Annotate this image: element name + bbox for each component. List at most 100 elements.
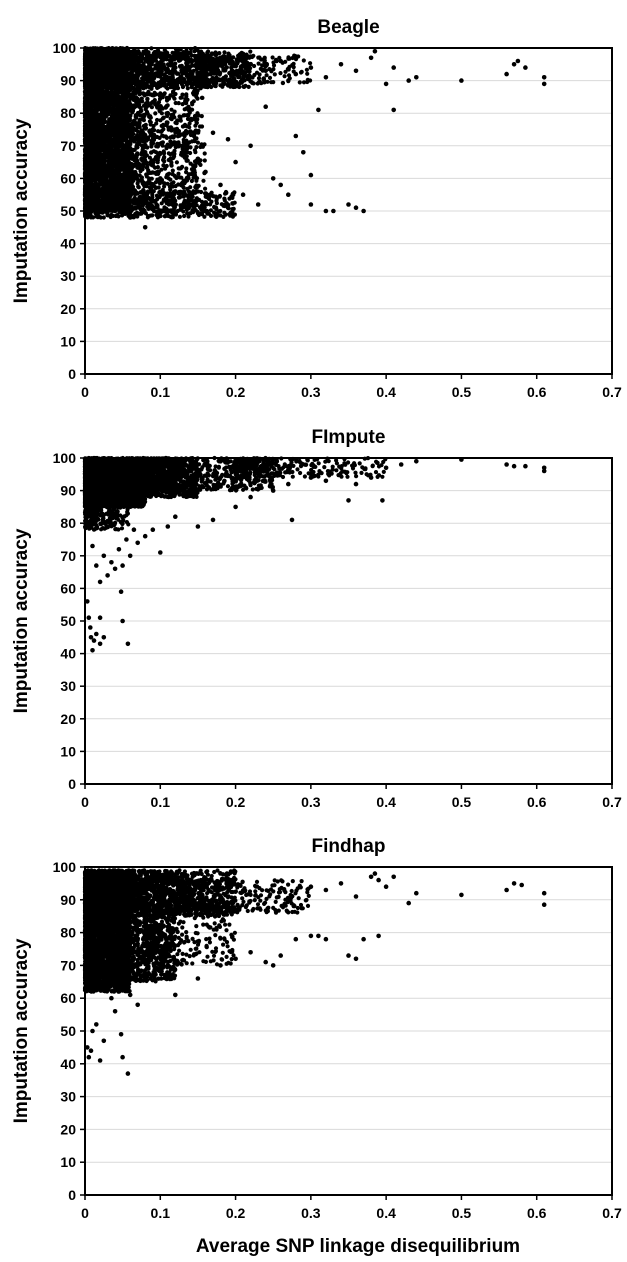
data-point <box>87 129 91 133</box>
data-point <box>89 114 93 118</box>
data-point <box>187 64 191 68</box>
data-point <box>121 175 125 179</box>
y-tick-label: 30 <box>60 268 76 284</box>
data-point <box>164 50 168 54</box>
data-point <box>109 129 113 133</box>
data-point <box>88 104 92 108</box>
y-tick-label: 70 <box>60 138 76 154</box>
data-point <box>107 171 111 175</box>
y-tick-label: 20 <box>60 301 76 317</box>
data-point <box>154 121 158 125</box>
data-point <box>107 143 111 147</box>
data-point <box>114 131 118 135</box>
data-point <box>138 92 142 96</box>
data-point <box>117 155 121 159</box>
data-point <box>103 180 107 184</box>
data-point <box>100 105 104 109</box>
data-point <box>116 178 120 182</box>
y-tick-label: 0 <box>68 366 76 382</box>
data-point <box>184 166 188 170</box>
data-point <box>128 118 132 122</box>
data-point <box>95 154 99 158</box>
data-point <box>100 141 104 145</box>
data-point <box>113 116 117 120</box>
data-point <box>117 119 121 123</box>
data-point <box>120 125 124 129</box>
data-point <box>122 158 126 162</box>
data-point <box>192 99 196 103</box>
data-point <box>113 168 117 172</box>
data-point <box>89 145 93 149</box>
data-point <box>123 151 127 155</box>
data-point <box>88 89 92 93</box>
data-point <box>144 102 148 106</box>
data-point <box>157 185 161 189</box>
data-point <box>149 143 153 147</box>
data-point <box>105 149 109 153</box>
data-point <box>91 126 95 130</box>
data-point <box>94 94 98 98</box>
data-point <box>94 102 98 106</box>
data-point <box>121 131 125 135</box>
data-point <box>114 123 118 127</box>
data-point <box>92 118 96 122</box>
data-point <box>150 177 154 181</box>
y-tick-label: 10 <box>60 333 76 349</box>
data-point <box>116 162 120 166</box>
data-point <box>89 156 93 160</box>
points-beagle <box>83 46 547 230</box>
data-point <box>107 117 111 121</box>
data-point <box>90 162 94 166</box>
data-point <box>117 150 121 154</box>
data-point <box>87 185 91 189</box>
data-point <box>180 93 184 97</box>
data-point <box>91 133 95 137</box>
data-point <box>99 166 103 170</box>
data-point <box>90 108 94 112</box>
data-point <box>105 110 109 114</box>
data-point <box>101 133 105 137</box>
y-tick-label: 50 <box>60 203 76 219</box>
data-point <box>123 118 127 122</box>
data-point <box>99 162 103 166</box>
data-point <box>115 185 119 189</box>
data-point <box>161 95 165 99</box>
y-tick-label: 60 <box>60 170 76 186</box>
figure-x-axis-label: Average SNP linkage disequilibrium <box>196 1236 520 1257</box>
data-point <box>102 102 106 106</box>
data-point <box>87 150 91 154</box>
data-point <box>168 178 172 182</box>
data-point <box>107 184 111 188</box>
data-point <box>110 102 114 106</box>
data-point <box>99 126 103 130</box>
data-point <box>113 127 117 131</box>
data-point <box>94 171 98 175</box>
y-tick-label: 100 <box>53 40 77 56</box>
data-point <box>94 122 98 126</box>
data-point <box>88 123 92 127</box>
data-point <box>118 137 122 141</box>
data-point <box>95 158 99 162</box>
data-point <box>106 96 110 100</box>
data-point <box>96 140 100 144</box>
data-point <box>103 187 107 191</box>
data-point <box>86 176 90 180</box>
data-point <box>103 126 107 130</box>
data-point <box>173 110 177 114</box>
data-point <box>102 95 106 99</box>
data-point <box>110 176 114 180</box>
data-point <box>101 91 105 95</box>
data-point <box>121 96 125 100</box>
y-tick-label: 40 <box>60 236 76 252</box>
y-tick-label: 90 <box>60 73 76 89</box>
data-point <box>92 148 96 152</box>
y-tick-label: 80 <box>60 105 76 121</box>
data-point <box>114 141 118 145</box>
data-point <box>109 167 113 171</box>
data-point <box>116 111 120 115</box>
data-point <box>150 105 154 109</box>
data-point <box>96 177 100 181</box>
